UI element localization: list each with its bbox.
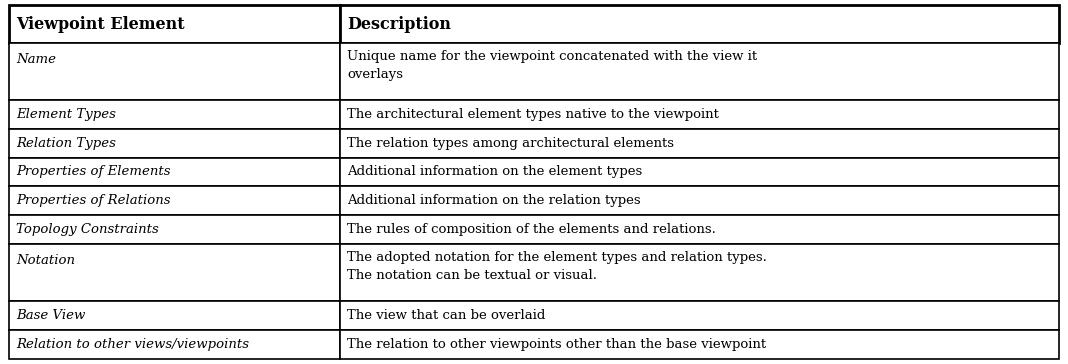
Text: Viewpoint Element: Viewpoint Element xyxy=(16,16,185,33)
Bar xyxy=(9,330,340,359)
Bar xyxy=(340,43,1059,100)
Bar xyxy=(9,215,340,244)
Text: Properties of Relations: Properties of Relations xyxy=(16,194,171,207)
Text: Additional information on the relation types: Additional information on the relation t… xyxy=(347,194,641,207)
Text: The adopted notation for the element types and relation types.
The notation can : The adopted notation for the element typ… xyxy=(347,250,767,282)
Bar xyxy=(340,5,1059,43)
Bar xyxy=(9,5,340,43)
Text: Relation Types: Relation Types xyxy=(16,137,116,150)
Text: The relation types among architectural elements: The relation types among architectural e… xyxy=(347,137,674,150)
Text: The rules of composition of the elements and relations.: The rules of composition of the elements… xyxy=(347,223,716,236)
Text: The view that can be overlaid: The view that can be overlaid xyxy=(347,309,546,322)
Bar xyxy=(9,129,340,158)
Text: Element Types: Element Types xyxy=(16,108,116,121)
Text: Notation: Notation xyxy=(16,254,75,267)
Bar xyxy=(340,100,1059,129)
Bar xyxy=(9,158,340,186)
Text: Properties of Elements: Properties of Elements xyxy=(16,166,171,178)
Text: Unique name for the viewpoint concatenated with the view it
overlays: Unique name for the viewpoint concatenat… xyxy=(347,50,757,81)
Bar xyxy=(9,186,340,215)
Text: The architectural element types native to the viewpoint: The architectural element types native t… xyxy=(347,108,719,121)
Bar xyxy=(9,301,340,330)
Text: Description: Description xyxy=(347,16,451,33)
Bar xyxy=(340,244,1059,301)
Text: The relation to other viewpoints other than the base viewpoint: The relation to other viewpoints other t… xyxy=(347,338,766,351)
Bar xyxy=(340,330,1059,359)
Bar xyxy=(340,215,1059,244)
Bar xyxy=(340,301,1059,330)
Text: Topology Constraints: Topology Constraints xyxy=(16,223,159,236)
Text: Name: Name xyxy=(16,53,56,66)
Bar xyxy=(9,100,340,129)
Bar xyxy=(340,158,1059,186)
Text: Base View: Base View xyxy=(16,309,85,322)
Text: Relation to other views/viewpoints: Relation to other views/viewpoints xyxy=(16,338,249,351)
Bar xyxy=(340,129,1059,158)
Bar xyxy=(340,186,1059,215)
Bar xyxy=(9,244,340,301)
Text: Additional information on the element types: Additional information on the element ty… xyxy=(347,166,642,178)
Bar xyxy=(9,43,340,100)
